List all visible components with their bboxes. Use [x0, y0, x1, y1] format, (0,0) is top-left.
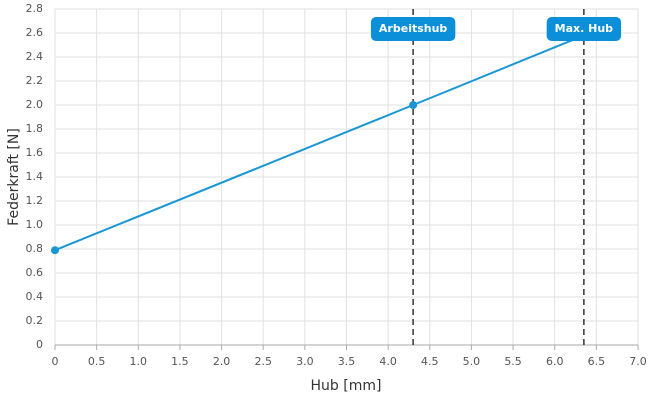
point: [409, 101, 418, 109]
y-tick-label: 2.4: [26, 50, 44, 63]
x-tick-label: 2.5: [254, 355, 272, 368]
annotation-badge: Arbeitshub: [370, 17, 456, 41]
x-tick-label: 1.0: [130, 355, 148, 368]
y-tick-label: 1.8: [26, 122, 44, 135]
x-tick-label: 6.5: [588, 355, 606, 368]
x-tick-label: 5.5: [504, 355, 522, 368]
y-tick-label: 0.2: [26, 314, 44, 327]
point: [51, 246, 59, 255]
x-tick-label: 3.0: [296, 355, 314, 368]
annotation-badge: Max. Hub: [546, 17, 622, 41]
x-tick-label: 7.0: [629, 355, 647, 368]
x-tick-label: 4.5: [421, 355, 439, 368]
y-tick-label: 0: [36, 338, 43, 351]
y-tick-label: 2.0: [26, 98, 44, 111]
y-tick-label: 1.0: [26, 218, 44, 231]
x-tick-label: 1.5: [171, 355, 189, 368]
annotation-label: Max. Hub: [555, 22, 614, 35]
x-tick-label: 0: [52, 355, 59, 368]
y-tick-label: 1.2: [26, 194, 44, 207]
y-axis-title: Federkraft [N]: [6, 128, 22, 226]
badge-box: [370, 17, 456, 41]
y-tick-label: 0.6: [26, 266, 44, 279]
y-tick-label: 0.8: [26, 242, 44, 255]
y-tick-label: 2.8: [26, 2, 44, 15]
annotation-label: Arbeitshub: [379, 22, 448, 35]
x-tick-label: 4.0: [379, 355, 397, 368]
x-axis-title: Hub [mm]: [311, 378, 382, 394]
y-tick-label: 2.2: [26, 74, 44, 87]
x-tick-label: 5.0: [463, 355, 481, 368]
x-tick-label: 2.0: [213, 355, 231, 368]
line: [54, 34, 585, 252]
x-tick-label: 3.5: [338, 355, 356, 368]
y-tick-label: 1.4: [26, 170, 44, 183]
x-tick-label: 6.0: [546, 355, 564, 368]
y-tick-label: 0.4: [26, 290, 44, 303]
y-tick-label: 2.6: [26, 26, 44, 39]
x-tick-label: 0.5: [88, 355, 106, 368]
badge-box: [546, 17, 622, 41]
y-tick-label: 1.6: [26, 146, 44, 159]
